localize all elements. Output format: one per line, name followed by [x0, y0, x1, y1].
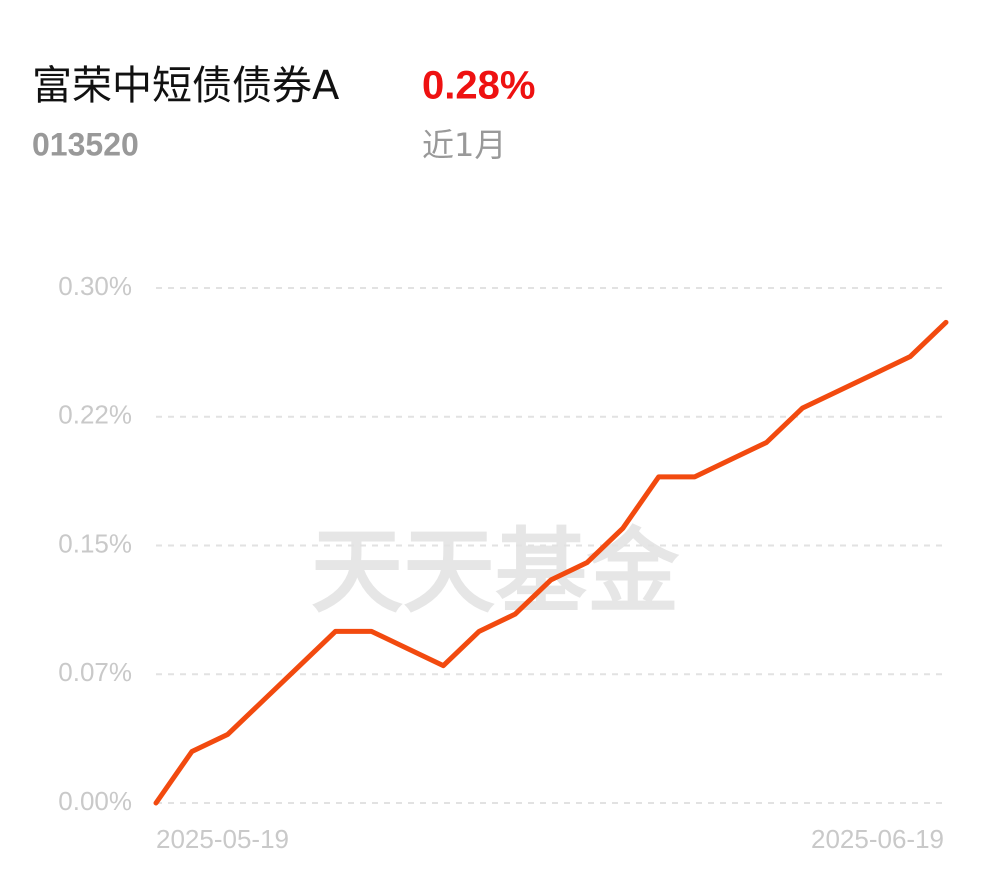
fund-name: 富荣中短债债券A — [32, 63, 340, 109]
fund-code: 013520 — [32, 126, 139, 162]
period: 近1月 — [422, 126, 506, 164]
fund-return: 0.28% — [422, 64, 535, 108]
y-tick-label: 0.30% — [58, 271, 132, 301]
y-tick-label: 0.15% — [58, 528, 132, 558]
watermark: 天天基金 — [311, 518, 680, 626]
x-tick-label: 2025-05-19 — [156, 824, 289, 854]
y-tick-label: 0.07% — [58, 657, 132, 687]
x-tick-label: 2025-06-19 — [811, 824, 944, 854]
line — [153, 319, 949, 806]
y-tick-label: 0.22% — [58, 400, 132, 430]
y-tick-label: 0.00% — [58, 786, 132, 816]
